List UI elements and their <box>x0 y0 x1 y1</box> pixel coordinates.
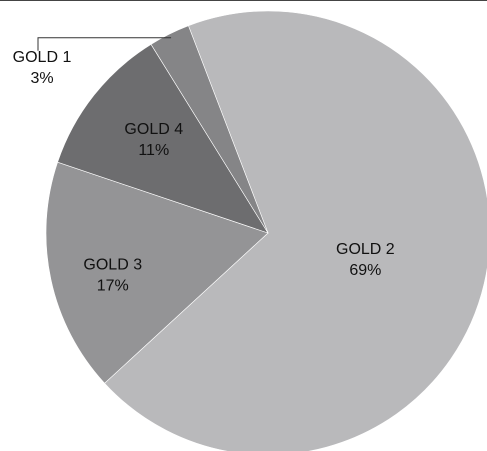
slice-label-gold-3: GOLD 3 <box>83 257 142 274</box>
slice-value-gold-2: 69% <box>349 262 381 279</box>
pie-slice-gold-4 <box>57 43 269 234</box>
pie-slices <box>45 10 487 451</box>
slice-value-gold-1: 3% <box>30 70 53 87</box>
slice-label-gold-4: GOLD 4 <box>124 121 183 138</box>
pie-slice-gold-3 <box>45 161 269 384</box>
slice-label-gold-1: GOLD 1 <box>13 49 72 66</box>
slice-value-gold-4: 11% <box>138 142 169 159</box>
callout-leader <box>37 37 172 51</box>
pie-slice-gold-2 <box>104 10 487 451</box>
slice-value-gold-3: 17% <box>97 278 129 295</box>
slice-labels: GOLD 2 69% GOLD 3 17% GOLD 4 11% GOLD 1 3% <box>13 49 395 295</box>
slice-label-gold-2: GOLD 2 <box>336 241 395 258</box>
leader-line-gold-1 <box>37 37 172 51</box>
pie-slice-gold-1 <box>150 25 269 234</box>
top-border-line <box>0 0 487 1</box>
